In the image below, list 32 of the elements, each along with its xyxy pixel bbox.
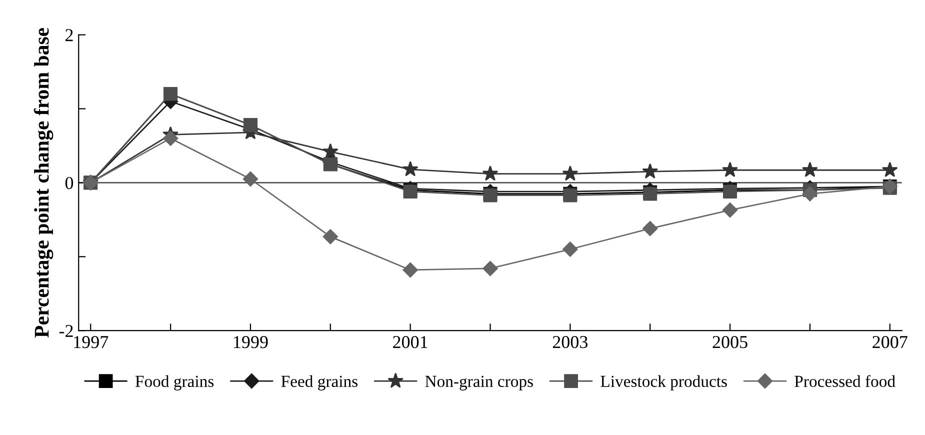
point	[242, 171, 258, 187]
x-tick-label: 2007	[872, 336, 908, 348]
legend-label: Food grains	[135, 375, 214, 390]
point	[562, 165, 578, 181]
point	[882, 162, 898, 178]
point	[482, 165, 498, 181]
point	[322, 229, 338, 244]
legend-label: Feed grains	[281, 375, 358, 390]
x-tick-label: 1997	[74, 336, 108, 348]
point	[162, 130, 178, 146]
x-tick-label: 2003	[552, 336, 588, 348]
point	[402, 262, 418, 278]
y-axis-title: Percentage point change from base	[34, 28, 54, 338]
y-tick-label: -2	[59, 324, 73, 337]
x-tick-label: 2001	[393, 336, 428, 348]
point	[322, 143, 338, 159]
point	[402, 161, 418, 176]
y-tick-label: 0	[65, 176, 74, 190]
legend-label: Livestock products	[600, 375, 727, 390]
y-tick-label: 2	[66, 29, 73, 42]
point	[482, 260, 498, 276]
legend-label: Non-grain crops	[425, 376, 533, 390]
point	[802, 186, 818, 202]
point	[722, 202, 738, 218]
point	[642, 220, 658, 236]
legend-label: Processed food	[794, 375, 896, 388]
x-tick-label: 2005	[712, 336, 748, 348]
point	[722, 162, 738, 178]
point	[802, 162, 818, 178]
x-tick-label: 1999	[234, 336, 268, 348]
point	[642, 163, 658, 178]
point	[562, 242, 578, 257]
